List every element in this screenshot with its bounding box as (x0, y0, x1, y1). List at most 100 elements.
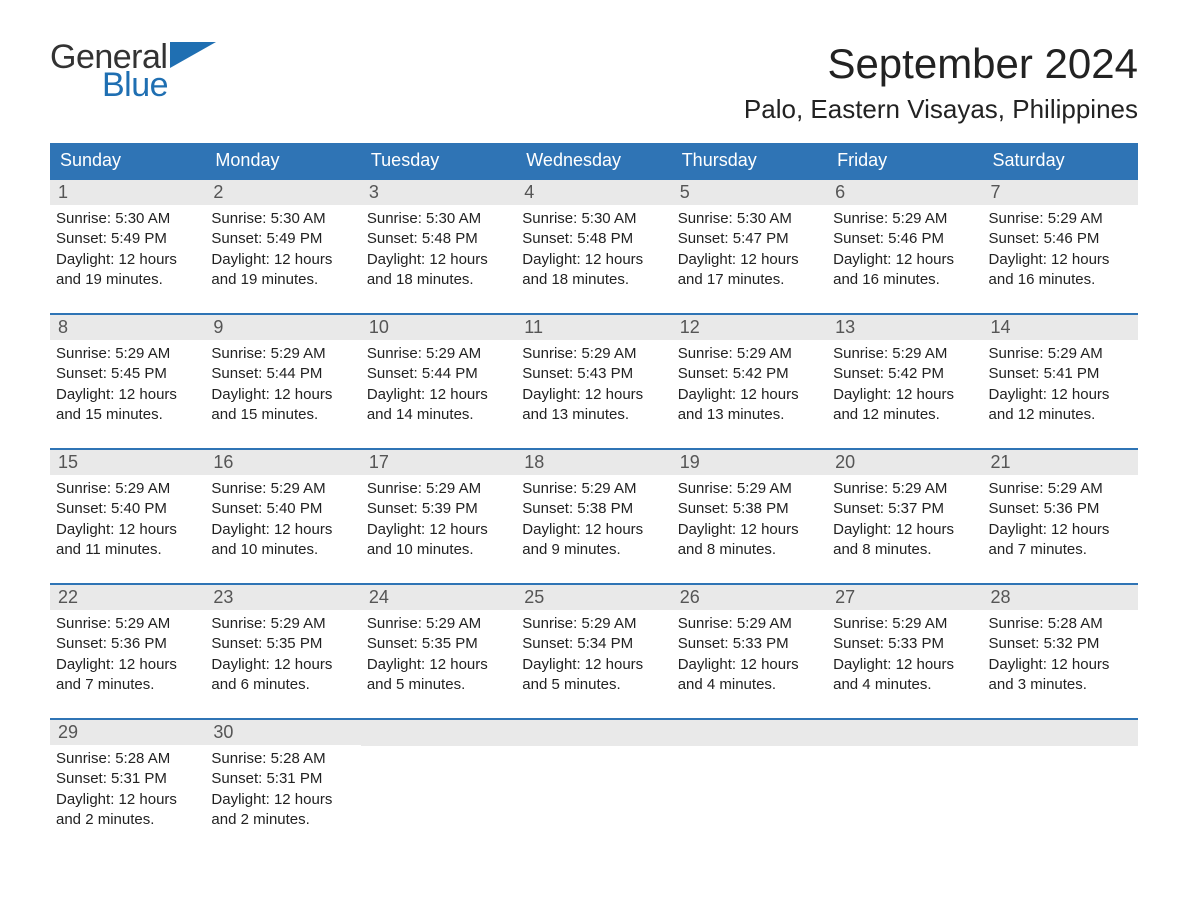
sunrise-line: Sunrise: 5:29 AM (833, 209, 976, 229)
sunset-line: Sunset: 5:31 PM (56, 769, 199, 789)
sunrise-line: Sunrise: 5:29 AM (833, 344, 976, 364)
day-body: Sunrise: 5:29 AMSunset: 5:38 PMDaylight:… (672, 475, 827, 564)
sunrise-line: Sunrise: 5:30 AM (211, 209, 354, 229)
sunrise-line: Sunrise: 5:29 AM (56, 344, 199, 364)
day-number: 12 (672, 315, 827, 340)
day-cell: 20Sunrise: 5:29 AMSunset: 5:37 PMDayligh… (827, 450, 982, 565)
day-number: 23 (205, 585, 360, 610)
day-cell: 4Sunrise: 5:30 AMSunset: 5:48 PMDaylight… (516, 180, 671, 295)
sunset-line: Sunset: 5:46 PM (989, 229, 1132, 249)
sunset-line: Sunset: 5:35 PM (367, 634, 510, 654)
day-number: 26 (672, 585, 827, 610)
sunset-line: Sunset: 5:48 PM (522, 229, 665, 249)
logo-flag-icon (170, 42, 216, 68)
sunrise-line: Sunrise: 5:29 AM (678, 614, 821, 634)
day-cell: 17Sunrise: 5:29 AMSunset: 5:39 PMDayligh… (361, 450, 516, 565)
sunset-line: Sunset: 5:40 PM (56, 499, 199, 519)
dow-cell: Thursday (672, 143, 827, 178)
daylight-line: Daylight: 12 hours and 4 minutes. (833, 655, 976, 696)
sunset-line: Sunset: 5:46 PM (833, 229, 976, 249)
day-cell: 26Sunrise: 5:29 AMSunset: 5:33 PMDayligh… (672, 585, 827, 700)
daylight-line: Daylight: 12 hours and 14 minutes. (367, 385, 510, 426)
day-body: Sunrise: 5:29 AMSunset: 5:45 PMDaylight:… (50, 340, 205, 429)
day-number: 15 (50, 450, 205, 475)
sunset-line: Sunset: 5:43 PM (522, 364, 665, 384)
week-row: 8Sunrise: 5:29 AMSunset: 5:45 PMDaylight… (50, 313, 1138, 430)
day-cell: 9Sunrise: 5:29 AMSunset: 5:44 PMDaylight… (205, 315, 360, 430)
sunset-line: Sunset: 5:42 PM (833, 364, 976, 384)
day-body: Sunrise: 5:29 AMSunset: 5:43 PMDaylight:… (516, 340, 671, 429)
sunset-line: Sunset: 5:41 PM (989, 364, 1132, 384)
sunrise-line: Sunrise: 5:28 AM (989, 614, 1132, 634)
day-number: 11 (516, 315, 671, 340)
day-cell (516, 720, 671, 835)
calendar: SundayMondayTuesdayWednesdayThursdayFrid… (50, 143, 1138, 835)
day-number: 20 (827, 450, 982, 475)
day-number: 7 (983, 180, 1138, 205)
sunrise-line: Sunrise: 5:29 AM (833, 479, 976, 499)
sunrise-line: Sunrise: 5:29 AM (989, 344, 1132, 364)
dow-cell: Saturday (983, 143, 1138, 178)
sunrise-line: Sunrise: 5:29 AM (678, 479, 821, 499)
day-cell: 29Sunrise: 5:28 AMSunset: 5:31 PMDayligh… (50, 720, 205, 835)
sunrise-line: Sunrise: 5:29 AM (522, 344, 665, 364)
sunrise-line: Sunrise: 5:29 AM (211, 344, 354, 364)
daylight-line: Daylight: 12 hours and 11 minutes. (56, 520, 199, 561)
sunset-line: Sunset: 5:47 PM (678, 229, 821, 249)
location-text: Palo, Eastern Visayas, Philippines (744, 94, 1138, 125)
daylight-line: Daylight: 12 hours and 5 minutes. (367, 655, 510, 696)
daylight-line: Daylight: 12 hours and 15 minutes. (211, 385, 354, 426)
daylight-line: Daylight: 12 hours and 15 minutes. (56, 385, 199, 426)
day-number: 13 (827, 315, 982, 340)
day-cell: 27Sunrise: 5:29 AMSunset: 5:33 PMDayligh… (827, 585, 982, 700)
sunrise-line: Sunrise: 5:29 AM (367, 479, 510, 499)
day-body: Sunrise: 5:28 AMSunset: 5:31 PMDaylight:… (50, 745, 205, 834)
day-cell: 22Sunrise: 5:29 AMSunset: 5:36 PMDayligh… (50, 585, 205, 700)
day-number: 16 (205, 450, 360, 475)
day-body: Sunrise: 5:29 AMSunset: 5:37 PMDaylight:… (827, 475, 982, 564)
day-cell: 23Sunrise: 5:29 AMSunset: 5:35 PMDayligh… (205, 585, 360, 700)
day-cell: 1Sunrise: 5:30 AMSunset: 5:49 PMDaylight… (50, 180, 205, 295)
day-number: 17 (361, 450, 516, 475)
day-body: Sunrise: 5:29 AMSunset: 5:33 PMDaylight:… (672, 610, 827, 699)
sunrise-line: Sunrise: 5:28 AM (56, 749, 199, 769)
day-cell: 24Sunrise: 5:29 AMSunset: 5:35 PMDayligh… (361, 585, 516, 700)
daylight-line: Daylight: 12 hours and 18 minutes. (522, 250, 665, 291)
sunrise-line: Sunrise: 5:29 AM (989, 479, 1132, 499)
day-body: Sunrise: 5:29 AMSunset: 5:35 PMDaylight:… (205, 610, 360, 699)
day-cell: 30Sunrise: 5:28 AMSunset: 5:31 PMDayligh… (205, 720, 360, 835)
day-number: 30 (205, 720, 360, 745)
day-number (983, 720, 1138, 746)
daylight-line: Daylight: 12 hours and 10 minutes. (211, 520, 354, 561)
day-of-week-header: SundayMondayTuesdayWednesdayThursdayFrid… (50, 143, 1138, 178)
day-number: 21 (983, 450, 1138, 475)
daylight-line: Daylight: 12 hours and 19 minutes. (211, 250, 354, 291)
sunrise-line: Sunrise: 5:29 AM (56, 479, 199, 499)
day-number: 8 (50, 315, 205, 340)
dow-cell: Tuesday (361, 143, 516, 178)
sunset-line: Sunset: 5:44 PM (211, 364, 354, 384)
daylight-line: Daylight: 12 hours and 2 minutes. (211, 790, 354, 831)
day-cell: 21Sunrise: 5:29 AMSunset: 5:36 PMDayligh… (983, 450, 1138, 565)
day-cell (361, 720, 516, 835)
day-body: Sunrise: 5:29 AMSunset: 5:33 PMDaylight:… (827, 610, 982, 699)
title-block: September 2024 Palo, Eastern Visayas, Ph… (744, 40, 1138, 125)
day-number: 18 (516, 450, 671, 475)
day-cell (827, 720, 982, 835)
dow-cell: Wednesday (516, 143, 671, 178)
day-number (361, 720, 516, 746)
sunrise-line: Sunrise: 5:29 AM (211, 614, 354, 634)
day-cell: 15 Sunrise: 5:29 AMSunset: 5:40 PMDayligh… (50, 450, 205, 565)
day-cell: 5Sunrise: 5:30 AMSunset: 5:47 PMDaylight… (672, 180, 827, 295)
daylight-line: Daylight: 12 hours and 16 minutes. (833, 250, 976, 291)
week-row: 15Sunrise: 5:29 AMSunset: 5:40 PMDayligh… (50, 448, 1138, 565)
day-cell: 13Sunrise: 5:29 AMSunset: 5:42 PMDayligh… (827, 315, 982, 430)
day-body: Sunrise: 5:29 AMSunset: 5:42 PMDaylight:… (672, 340, 827, 429)
dow-cell: Sunday (50, 143, 205, 178)
day-body: Sunrise: 5:29 AMSunset: 5:46 PMDaylight:… (983, 205, 1138, 294)
day-number: 19 (672, 450, 827, 475)
day-cell: 18Sunrise: 5:29 AMSunset: 5:38 PMDayligh… (516, 450, 671, 565)
daylight-line: Daylight: 12 hours and 13 minutes. (522, 385, 665, 426)
day-cell: 2Sunrise: 5:30 AMSunset: 5:49 PMDaylight… (205, 180, 360, 295)
sunrise-line: Sunrise: 5:29 AM (678, 344, 821, 364)
